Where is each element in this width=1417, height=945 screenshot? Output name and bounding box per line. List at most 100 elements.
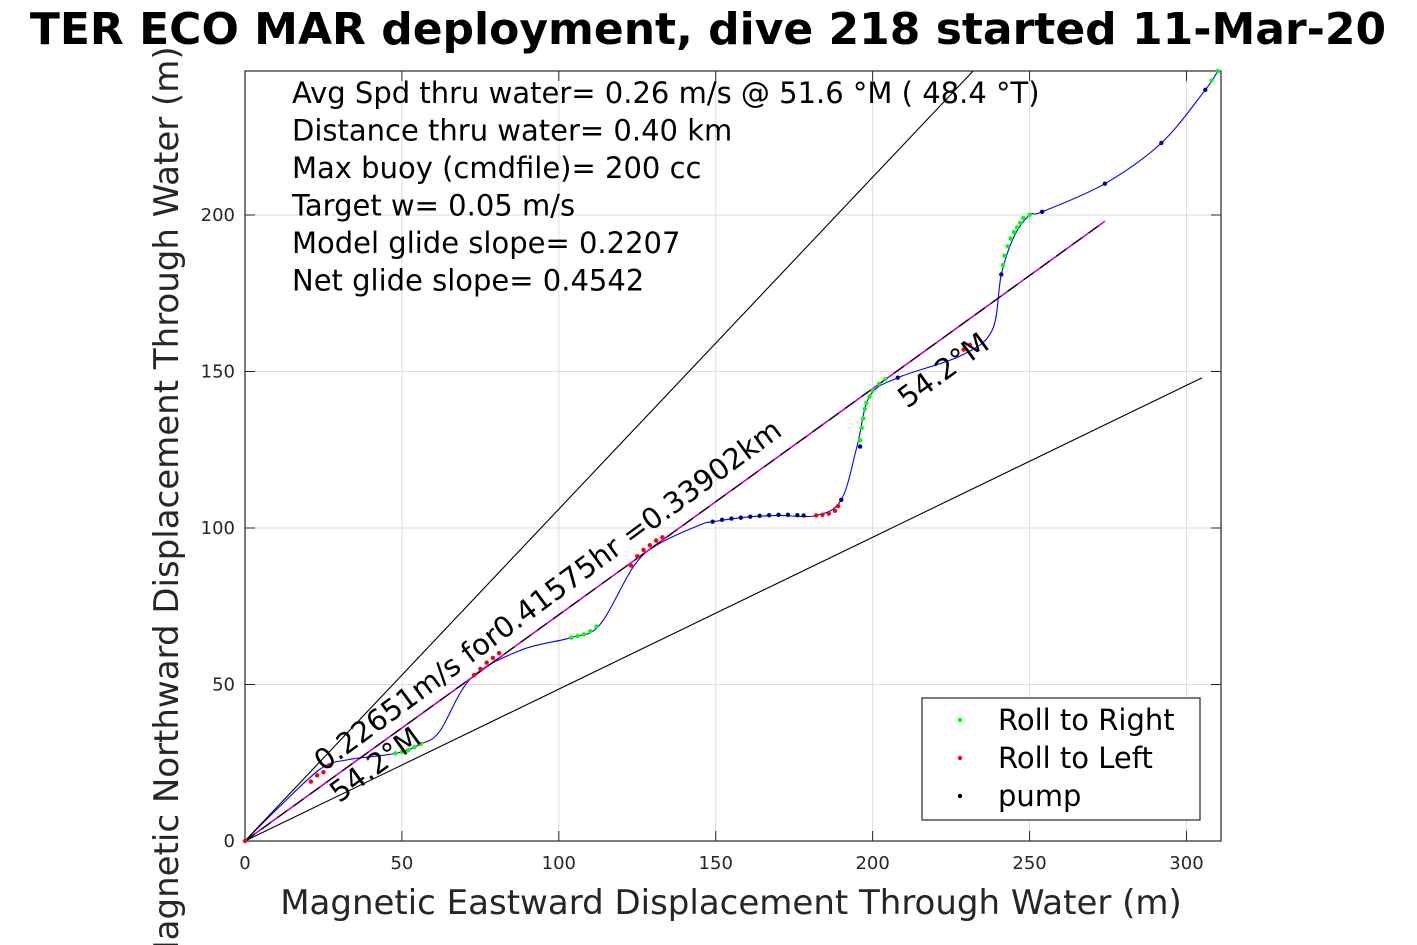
point-pump [857,444,863,449]
x-tick-label: 100 [542,853,576,874]
point-pump [1159,140,1164,146]
legend-marker [957,717,963,723]
legend-marker [957,755,963,761]
legend-label: pump [998,779,1081,813]
point-roll-to-right [1017,220,1023,226]
series-group [242,68,1221,844]
point-roll-to-right [1002,253,1007,258]
y-tick-label: 100 [201,518,235,539]
legend-label: Roll to Right [998,703,1175,737]
y-tick-label: 50 [212,674,235,695]
axes-box [244,70,1222,842]
point-roll-to-left [653,538,659,543]
point-pump [729,516,734,521]
point-roll-to-left [308,779,314,784]
point-roll-to-right [418,741,423,747]
series-depth-avg-line [244,220,1106,842]
legend: Roll to Right Roll to Left pump [921,697,1201,821]
point-roll-to-left [635,553,640,559]
point-roll-to-right [393,751,398,756]
point-pump [785,512,791,518]
y-ticks: 0 50 100 150 200 [201,205,1221,852]
chart-title: TER ECO MAR deployment, dive 218 started… [29,4,1387,55]
point-roll-to-left [314,773,320,778]
series-upper-bound [244,70,974,842]
point-roll-to-right [883,377,888,382]
point-roll-to-right [399,749,405,754]
stats-line: Model glide slope= 0.2207 [292,226,680,260]
point-pump [999,272,1004,277]
point-roll-to-left [660,535,665,540]
point-roll-to-left [628,563,634,568]
point-roll-to-left [826,511,831,516]
y-axis-label: Magnetic Northward Displacement Through … [147,46,187,945]
stats-line: Distance thru water= 0.40 km [292,114,732,148]
point-roll-to-left [478,666,483,672]
point-pump [895,375,900,380]
point-roll-to-right [405,748,411,753]
point-pump [839,497,844,503]
x-tick-label: 150 [699,853,733,874]
point-roll-to-right [867,394,872,399]
point-roll-to-left [242,838,248,844]
point-roll-to-right [862,406,868,412]
point-roll-to-left [471,672,477,678]
y-tick-label: 0 [224,831,235,852]
point-pump [748,514,753,519]
point-pump [757,513,762,518]
point-roll-to-right [569,635,574,640]
point-roll-to-left [647,543,653,548]
point-pump [719,517,725,523]
point-roll-to-right [859,425,864,431]
point-roll-to-right [1014,225,1020,230]
point-roll-to-right [581,632,587,637]
point-roll-to-right [870,388,875,393]
x-tick-label: 50 [390,853,413,874]
point-pump [710,519,715,524]
x-tick-label: 200 [855,853,889,874]
point-pump [1203,87,1208,92]
annotations: 0.22651m/s for0.41575hr =0.33902km54.2°M… [307,326,995,809]
point-pump [1039,209,1045,215]
x-tick-label: 0 [239,853,250,874]
point-roll-to-right [575,633,580,639]
point-roll-to-left [327,763,332,769]
point-roll-to-right [1215,68,1221,74]
point-roll-to-left [832,508,838,513]
point-roll-to-right [588,629,593,634]
annotation-text: 54.2°M [891,326,995,415]
x-ticks: 0 50 100 150 200 250 300 [239,71,1204,874]
x-tick-label: 250 [1012,853,1046,874]
y-tick-label: 200 [201,205,235,226]
point-roll-to-right [1011,229,1017,235]
legend-marker [957,793,963,799]
stats-line: Net glide slope= 0.4542 [292,264,644,298]
point-roll-to-right [412,744,417,750]
point-roll-to-right [864,400,869,405]
point-roll-to-right [594,624,599,629]
point-roll-to-left [484,660,489,665]
point-roll-to-left [496,650,502,656]
point-pump [738,515,744,520]
point-roll-to-left [835,503,841,509]
point-roll-to-left [967,342,973,348]
series-lower-bound [244,377,1203,842]
stats-line: Max buoy (cmdfile)= 200 cc [292,151,701,185]
point-pump [795,512,800,518]
point-roll-to-left [490,655,496,661]
legend-box [921,697,1201,821]
point-roll-to-right [1209,78,1214,83]
point-pump [776,512,781,518]
point-roll-to-right [1000,262,1006,268]
y-tick-label: 150 [201,361,235,382]
plot-frame [244,70,1222,842]
stats-line: Target w= 0.05 m/s [291,189,575,223]
point-roll-to-right [876,381,882,387]
point-roll-to-right [861,416,866,421]
point-roll-to-left [961,347,966,352]
point-pump [1102,181,1108,186]
point-roll-to-left [820,512,825,518]
stats-text: Avg Spd thru water= 0.26 m/s @ 51.6 °M (… [291,76,1040,298]
point-roll-to-right [857,438,863,443]
